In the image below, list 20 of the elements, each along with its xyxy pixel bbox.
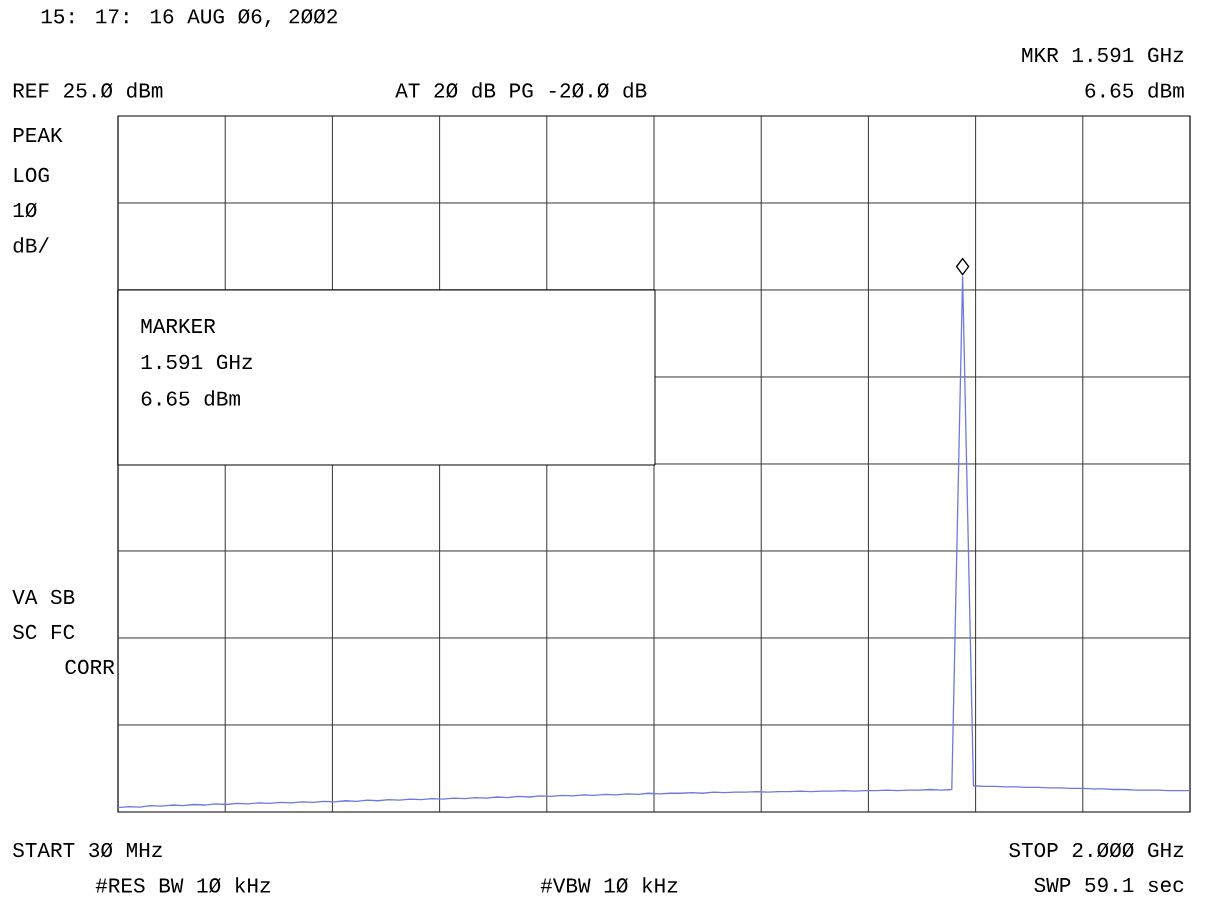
text: #RES BW 1Ø kHz [95,877,270,893]
text: START 3Ø MHz [13,842,162,858]
annotation: MARKER [141,319,216,333]
text: CORR [65,659,115,675]
text: LOG [14,167,49,183]
text: PEAK [13,128,63,142]
text: #VBW 1Ø kHz [540,877,678,893]
text: 1Ø [13,202,37,218]
text: REF 25.Ø dBm [13,82,163,98]
annotation: 1.591 GHz [141,354,252,370]
text: VA SB [12,589,75,605]
text: SC FC [13,624,75,640]
annotation: 6.65 dBm [141,390,240,406]
text: SWP 59.1 sec [1034,877,1184,893]
text: 6.65 dBm [1085,82,1184,98]
text: AT 2Ø dB PG -2Ø.Ø dB [395,82,647,98]
text: MKR 1.591 GHz [1022,47,1184,63]
text: STOP 2.ØØØ GHz [1009,842,1184,858]
chart-title: 15: 17: 16 AUG Ø6, 2ØØ2 [41,8,337,27]
text: dB/ [13,237,49,253]
